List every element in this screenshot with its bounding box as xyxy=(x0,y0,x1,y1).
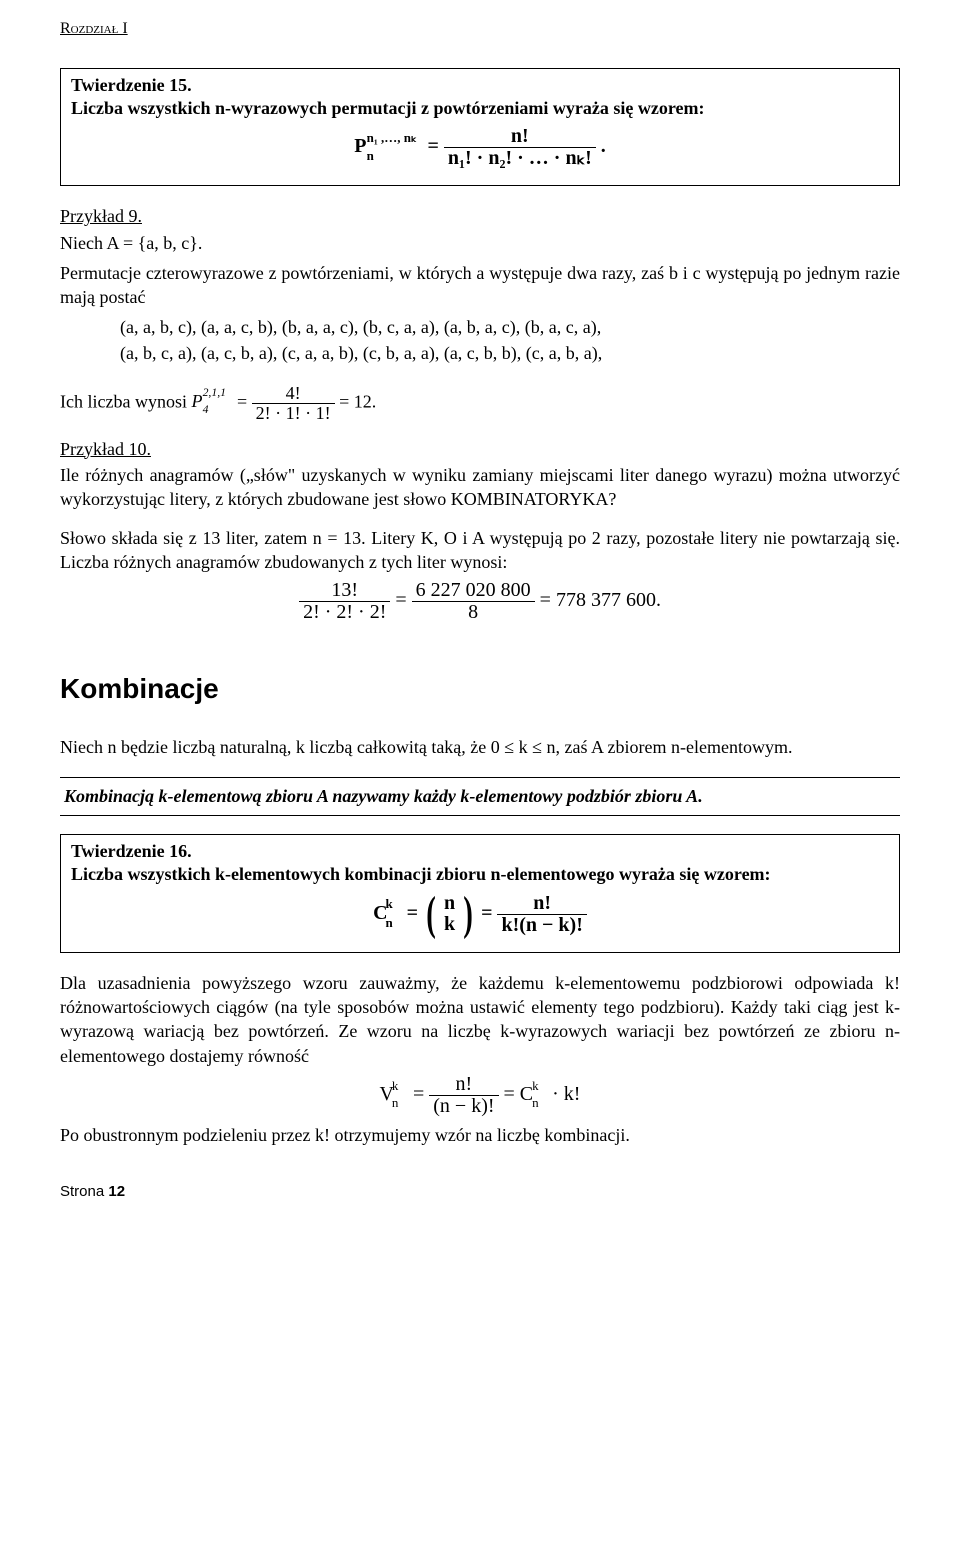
count-val: 12 xyxy=(354,391,372,411)
page-footer: Strona 12 xyxy=(60,1183,900,1200)
v-sup: k xyxy=(392,1078,399,1094)
proof-den: (n − k)! xyxy=(429,1096,498,1117)
theorem-15-body: Liczba wszystkich n-wyrazowych permutacj… xyxy=(71,96,889,120)
theorem-15-formula: P n₁ ,…, nₖ n = n! n₁! · n₂! · … · nₖ! . xyxy=(71,126,889,169)
proof-c-base: C xyxy=(520,1083,533,1105)
t16-eq1: = xyxy=(407,902,423,924)
combination-definition: Kombinacją k-elementową zbioru A nazywam… xyxy=(60,777,900,816)
example-9-count: Ich liczba wynosi P 2,1,1 4 = 4! 2! · 1!… xyxy=(60,384,900,423)
theorem-16-title: Twierdzenie 16. xyxy=(71,841,889,862)
frac-den: n₁! · n₂! · … · nₖ! xyxy=(444,148,596,169)
footer-page-number: 12 xyxy=(108,1183,125,1200)
eq: = xyxy=(427,135,443,157)
t16-den: k!(n − k)! xyxy=(497,915,586,936)
ex10-eq1: = xyxy=(395,589,411,611)
binom-bot: k xyxy=(444,914,455,935)
theorem-15-title: Twierdzenie 15. xyxy=(71,75,889,96)
proof-para-2: Po obustronnym podzieleniu przez k! otrz… xyxy=(60,1123,900,1147)
count-num: 4! xyxy=(252,384,335,404)
paren-left-icon: ( xyxy=(426,895,436,933)
example-10-para2: Słowo składa się z 13 liter, zatem n = 1… xyxy=(60,526,900,575)
proof-eq1: = xyxy=(413,1083,429,1105)
combination-intro: Niech n będzie liczbą naturalną, k liczb… xyxy=(60,735,900,759)
theorem-16-box: Twierdzenie 16. Liczba wszystkich k-elem… xyxy=(60,834,900,952)
v-sub: n xyxy=(392,1095,399,1111)
ex10-num1: 13! xyxy=(299,580,390,602)
p-symbol: P xyxy=(354,135,366,157)
example-10-title: Przykład 10. xyxy=(60,437,900,461)
proof-formula: V k n = n! (n − k)! = C k n · k! xyxy=(60,1074,900,1117)
proof-num: n! xyxy=(429,1074,498,1096)
count-p-sup: 2,1,1 xyxy=(203,385,226,401)
chapter-label: Rozdział I xyxy=(60,20,900,38)
theorem-16-formula: C k n = ( n k ) = n! k!(n − k)! xyxy=(71,893,889,936)
proof-para-1: Dla uzasadnienia powyższego wzoru zauważ… xyxy=(60,971,900,1068)
count-den: 2! · 1! · 1! xyxy=(252,404,335,423)
proof-mul: · k! xyxy=(552,1083,580,1105)
example-9-row1: (a, a, b, c), (a, a, c, b), (b, a, a, c)… xyxy=(120,315,900,340)
example-10-para1: Ile różnych anagramów („słów" uzyskanych… xyxy=(60,463,900,512)
example-9-title: Przykład 9. xyxy=(60,204,900,228)
proof-eq2: = xyxy=(504,1083,520,1105)
count-eq1: = xyxy=(237,391,252,411)
example-9-set: Niech A = {a, b, c}. xyxy=(60,231,900,255)
count-tail: . xyxy=(372,391,377,411)
section-heading-kombinacje: Kombinacje xyxy=(60,673,900,705)
count-eq2: = xyxy=(339,391,354,411)
ex10-den1: 2! · 2! · 2! xyxy=(299,602,390,623)
t16-num: n! xyxy=(497,893,586,915)
count-prefix: Ich liczba wynosi xyxy=(60,391,191,411)
ex10-num2: 6 227 020 800 xyxy=(412,580,535,602)
formula-tail: . xyxy=(601,135,606,157)
example-10-formula: 13! 2! · 2! · 2! = 6 227 020 800 8 = 778… xyxy=(60,580,900,623)
example-9-para: Permutacje czterowyrazowe z powtórzeniam… xyxy=(60,261,900,310)
proof-c-sub: n xyxy=(532,1095,539,1111)
ex10-tail: . xyxy=(656,589,661,611)
ex10-result: 778 377 600 xyxy=(556,589,656,611)
theorem-16-body: Liczba wszystkich k-elementowych kombina… xyxy=(71,862,889,886)
paren-right-icon: ) xyxy=(463,895,473,933)
count-p-sub: 4 xyxy=(203,402,209,418)
ex10-eq2: = xyxy=(540,589,556,611)
frac-num: n! xyxy=(444,126,596,148)
theorem-15-box: Twierdzenie 15. Liczba wszystkich n-wyra… xyxy=(60,68,900,186)
p-sub: n xyxy=(367,147,374,165)
count-p-base: P xyxy=(191,391,202,411)
footer-label: Strona xyxy=(60,1183,108,1200)
binom-top: n xyxy=(444,893,455,914)
c-sub: n xyxy=(385,914,392,932)
p-sup: n₁ ,…, nₖ xyxy=(367,129,417,147)
ex10-den2: 8 xyxy=(412,602,535,623)
proof-c-sup: k xyxy=(532,1078,539,1094)
example-9-row2: (a, b, c, a), (a, c, b, a), (c, a, a, b)… xyxy=(120,341,900,366)
t16-eq2: = xyxy=(481,902,497,924)
c-sup: k xyxy=(385,895,392,913)
